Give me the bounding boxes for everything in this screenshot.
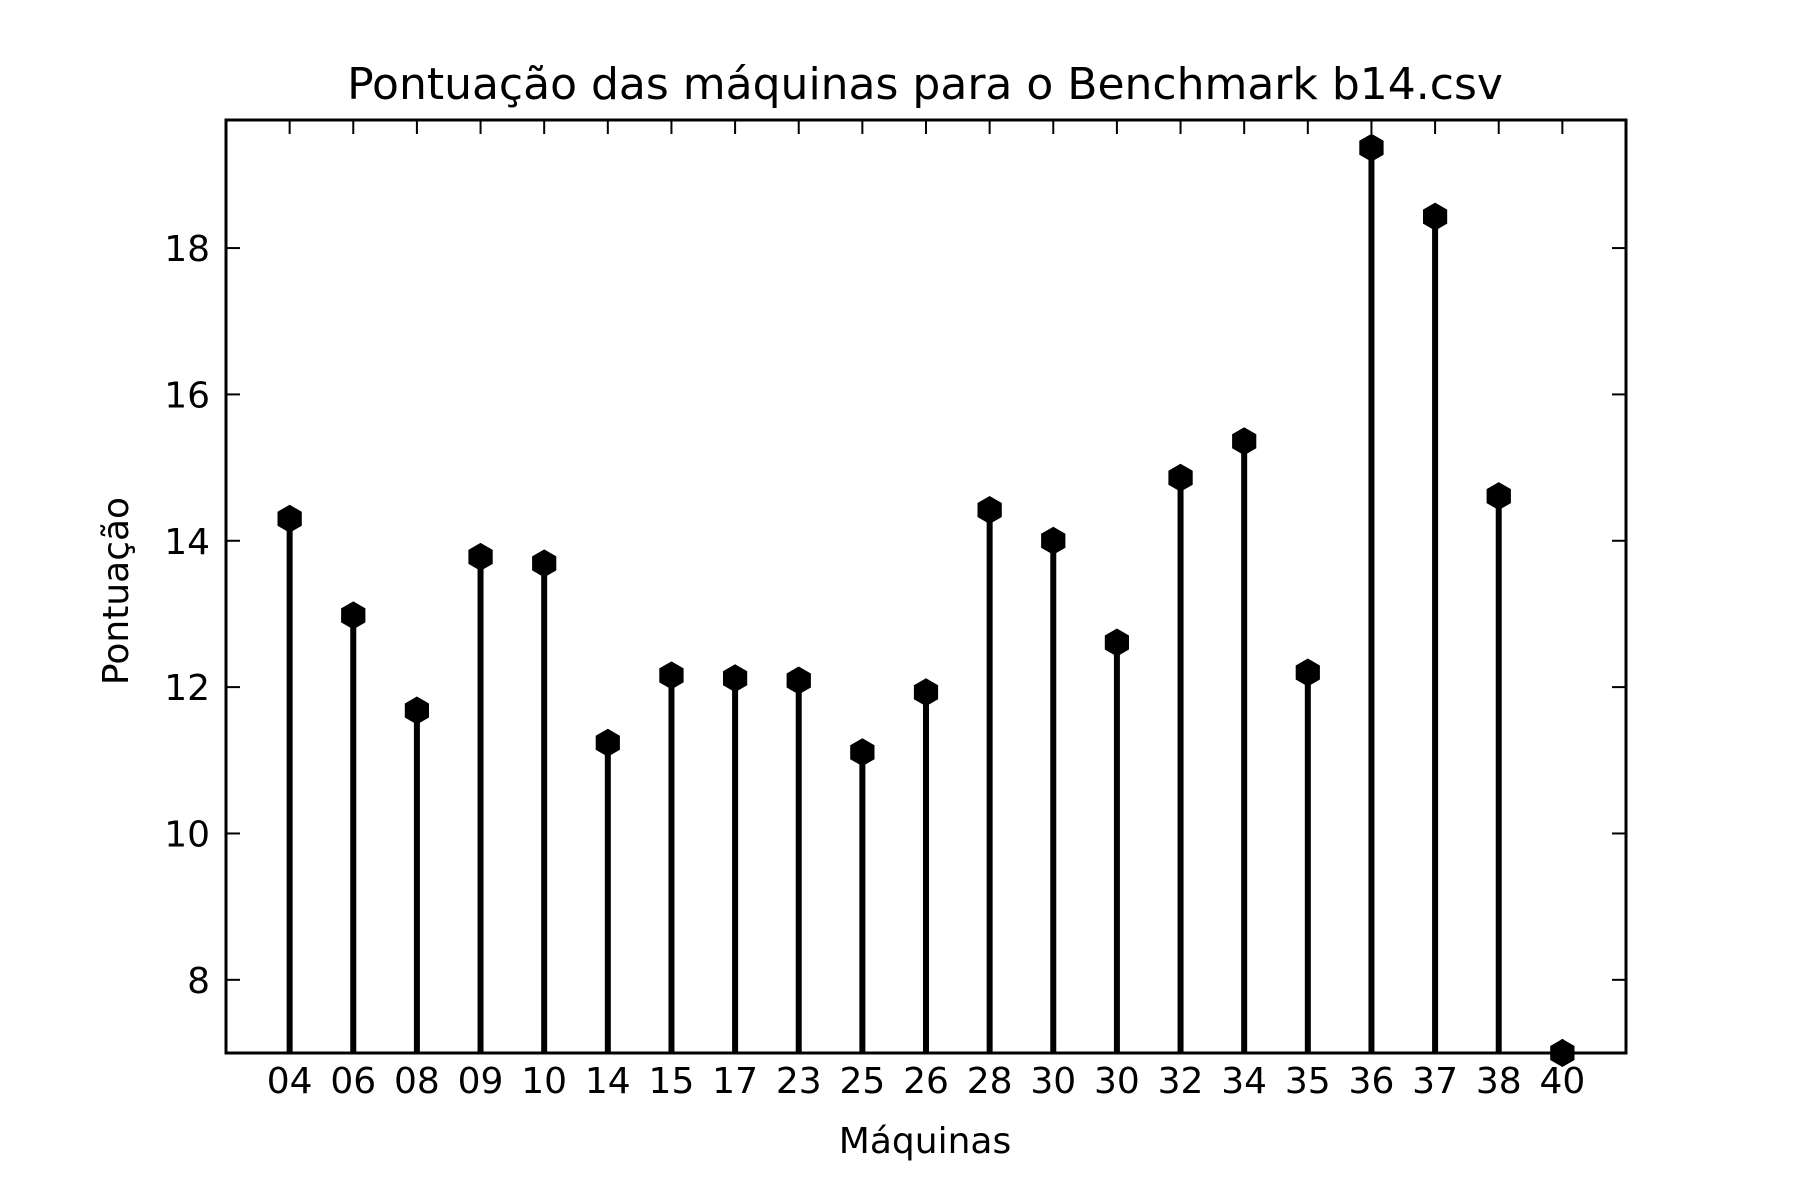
data-point-marker: [1486, 482, 1511, 511]
markers-layer: [277, 133, 1575, 1067]
x-tick-label: 40: [1539, 1061, 1585, 1102]
x-tick-label: 15: [649, 1061, 695, 1102]
x-tick-label: 30: [1094, 1061, 1140, 1102]
y-ticks: 8 10 12 14 16 18: [164, 229, 1626, 1002]
y-tick-label: 14: [164, 522, 210, 563]
data-point-marker: [913, 678, 939, 707]
data-point-marker: [468, 542, 493, 571]
x-tick-label: 14: [585, 1061, 631, 1102]
data-point-marker: [595, 728, 620, 757]
x-tick-label: 08: [394, 1061, 440, 1102]
stems-layer: [286, 147, 1502, 1053]
chart-title: Pontuação das máquinas para o Benchmark …: [347, 59, 1503, 110]
data-point-marker: [277, 504, 302, 533]
x-axis-label: Máquinas: [839, 1121, 1011, 1162]
data-point-marker: [341, 601, 366, 630]
data-point-marker: [1041, 526, 1066, 555]
x-tick-label: 06: [330, 1061, 376, 1102]
data-point-marker: [532, 549, 557, 578]
data-point-marker: [659, 661, 684, 690]
x-tick-label: 38: [1476, 1061, 1522, 1102]
y-tick-label: 12: [164, 668, 210, 709]
data-point-marker: [723, 664, 748, 693]
y-tick-label: 10: [164, 814, 210, 855]
data-point-marker: [850, 738, 875, 767]
x-tick-label: 30: [1030, 1061, 1076, 1102]
x-tick-label: 10: [521, 1061, 567, 1102]
y-tick-label: 16: [164, 375, 210, 416]
data-point-marker: [1232, 427, 1257, 456]
x-tick-label: 09: [458, 1061, 504, 1102]
y-tick-label: 18: [164, 229, 210, 270]
data-point-marker: [786, 666, 811, 695]
x-tick-label: 17: [712, 1061, 758, 1102]
x-tick-label: 37: [1412, 1061, 1458, 1102]
x-tick-label: 23: [776, 1061, 822, 1102]
y-axis-label: Pontuação: [96, 497, 137, 685]
data-point-marker: [404, 696, 429, 725]
data-point-marker: [1295, 658, 1320, 687]
x-tick-label: 26: [903, 1061, 949, 1102]
data-point-marker: [1423, 202, 1448, 231]
plot-frame: [224, 118, 1628, 1055]
x-tick-label: 35: [1285, 1061, 1331, 1102]
y-tick-label: 8: [187, 961, 210, 1002]
x-ticks: 04 06 08 09 10 14 15 17 23 25 26 28 30 30 32 34 35 36 37 38…: [267, 120, 1585, 1102]
x-tick-label: 32: [1158, 1061, 1204, 1102]
x-tick-label: 25: [839, 1061, 885, 1102]
x-tick-label: 28: [967, 1061, 1013, 1102]
x-tick-label: 36: [1349, 1061, 1395, 1102]
data-point-marker: [977, 496, 1002, 524]
x-tick-label: 04: [267, 1061, 313, 1102]
data-point-marker: [1168, 463, 1193, 492]
data-point-marker: [1104, 628, 1129, 657]
data-point-marker: [1359, 133, 1384, 162]
x-tick-label: 34: [1221, 1061, 1267, 1102]
